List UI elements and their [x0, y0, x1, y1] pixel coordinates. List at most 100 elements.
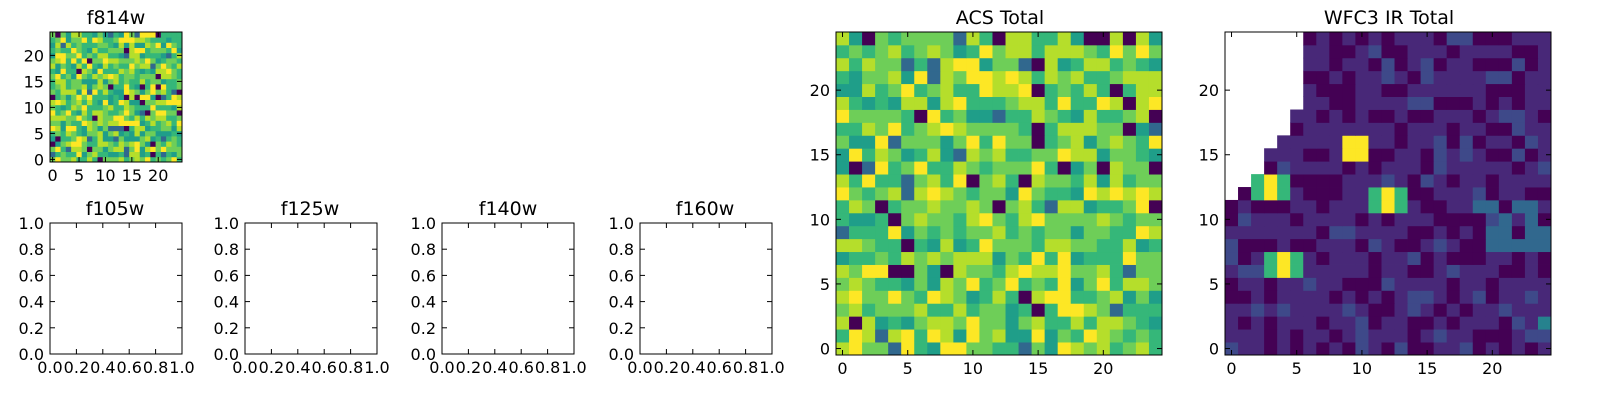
heatmap-cell — [1031, 161, 1046, 175]
heatmap-cell — [145, 99, 151, 106]
heatmap-cell — [1057, 277, 1072, 291]
heatmap-cell — [50, 146, 56, 152]
heatmap-cell — [102, 125, 109, 132]
heatmap-cell — [940, 212, 954, 227]
heatmap-cell — [171, 136, 178, 142]
heatmap-cell — [1251, 238, 1265, 253]
heatmap-cell — [927, 238, 941, 253]
heatmap-cell — [1290, 225, 1304, 240]
heatmap-cell — [1122, 199, 1137, 214]
heatmap-cell — [86, 63, 93, 69]
heatmap-cell — [108, 68, 114, 74]
heatmap-cell — [1135, 277, 1150, 291]
heatmap-cell — [60, 68, 67, 74]
heatmap-cell — [60, 52, 67, 59]
heatmap-cell — [992, 225, 1006, 240]
heatmap-cell — [160, 58, 167, 64]
heatmap-cell — [1225, 316, 1239, 330]
heatmap-cell — [123, 104, 130, 111]
heatmap-cell — [134, 94, 141, 100]
heatmap-cell — [1485, 57, 1500, 72]
heatmap-cell — [1135, 199, 1150, 214]
heatmap-cell — [76, 130, 83, 137]
heatmap-cell — [1070, 329, 1085, 343]
heatmap-cell — [139, 130, 146, 137]
heatmap-cell — [1381, 32, 1395, 46]
heatmap-cell — [1394, 264, 1408, 278]
f160w-frame — [639, 222, 773, 355]
heatmap-cell — [71, 115, 77, 121]
heatmap-cell — [1433, 225, 1448, 240]
heatmap-cell — [953, 44, 967, 59]
heatmap-cell — [113, 63, 120, 69]
heatmap-cell — [113, 136, 120, 142]
heatmap-cell — [176, 42, 183, 48]
heatmap-cell — [888, 57, 902, 72]
heatmap-cell — [940, 148, 954, 162]
heatmap-cell — [1355, 187, 1369, 201]
heatmap-cell — [81, 141, 88, 147]
heatmap-cell — [1005, 264, 1019, 278]
heatmap-cell — [1420, 329, 1435, 343]
heatmap-cell — [1342, 199, 1356, 214]
heatmap-cell — [1070, 122, 1085, 136]
heatmap-cell — [1472, 225, 1487, 240]
heatmap-cell — [1083, 83, 1098, 97]
heatmap-cell — [65, 47, 72, 54]
x-tick-label: 0.0 — [429, 358, 454, 377]
heatmap-cell — [927, 264, 941, 278]
heatmap-cell — [166, 130, 172, 137]
heatmap-cell — [1355, 83, 1369, 97]
heatmap-cell — [979, 264, 993, 278]
x-tick-label: 0.8 — [535, 358, 560, 377]
heatmap-cell — [1433, 96, 1448, 110]
heatmap-cell — [1368, 251, 1382, 265]
heatmap-cell — [113, 89, 120, 95]
heatmap-cell — [888, 135, 902, 149]
heatmap-cell — [1524, 174, 1539, 188]
heatmap-cell — [1148, 83, 1163, 97]
heatmap-cell — [914, 342, 928, 356]
f105w-title: f105w — [86, 198, 145, 220]
heatmap-cell — [1316, 57, 1330, 72]
heatmap-cell — [145, 120, 151, 126]
heatmap-cell — [1290, 135, 1304, 149]
heatmap-cell — [1394, 290, 1408, 304]
heatmap-cell — [55, 125, 61, 132]
heatmap-cell — [1096, 329, 1111, 343]
heatmap-cell — [927, 187, 941, 201]
heatmap-cell — [166, 104, 172, 111]
heatmap-cell — [55, 78, 61, 85]
f160w-panel: f160w 0.0 0.2 0.4 0.6 0.8 1.00.00.20.40.60.81… — [609, 198, 785, 377]
x-tick-label: 0.4 — [680, 358, 705, 377]
heatmap-cell — [1225, 264, 1239, 278]
heatmap-cell — [129, 68, 135, 74]
heatmap-cell — [1018, 148, 1032, 162]
heatmap-cell — [150, 125, 156, 132]
heatmap-cell — [1511, 264, 1526, 278]
heatmap-cell — [65, 136, 72, 142]
heatmap-cell — [1083, 212, 1098, 227]
heatmap-cell — [1355, 316, 1369, 330]
heatmap-cell — [102, 136, 109, 142]
heatmap-cell — [150, 136, 156, 142]
heatmap-cell — [1342, 212, 1356, 227]
heatmap-cell — [145, 94, 151, 100]
heatmap-cell — [60, 125, 67, 132]
heatmap-cell — [1420, 251, 1435, 265]
heatmap-cell — [1264, 329, 1278, 343]
heatmap-cell — [1122, 329, 1137, 343]
heatmap-cell — [1329, 83, 1343, 97]
heatmap-cell — [1381, 174, 1395, 188]
heatmap-cell — [123, 73, 130, 80]
heatmap-cell — [145, 32, 151, 38]
heatmap-cell — [1316, 303, 1330, 317]
heatmap-cell — [1485, 303, 1500, 317]
heatmap-cell — [953, 251, 967, 265]
heatmap-cell — [1420, 70, 1435, 85]
heatmap-cell — [171, 156, 178, 163]
heatmap-cell — [1433, 57, 1448, 72]
heatmap-cell — [1511, 44, 1526, 59]
heatmap-cell — [166, 37, 172, 43]
heatmap-cell — [1303, 290, 1317, 304]
